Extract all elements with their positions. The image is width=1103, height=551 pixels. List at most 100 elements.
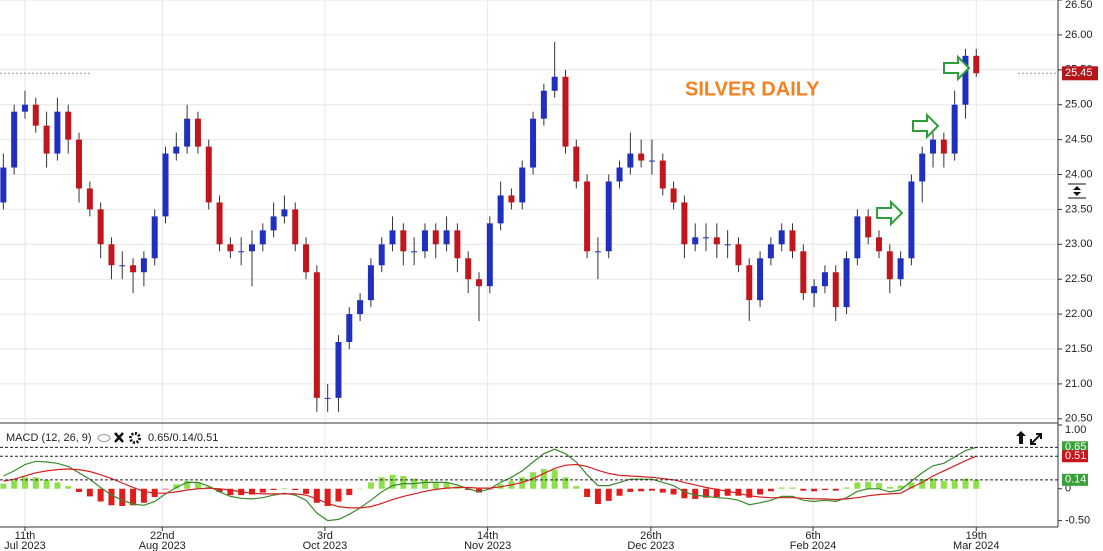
histogram-bar: [335, 488, 342, 502]
scroll-icon[interactable]: [1068, 183, 1086, 199]
histogram-bar: [940, 481, 947, 489]
histogram-bar: [551, 469, 558, 489]
histogram-bar: [281, 488, 288, 489]
candle-body: [670, 188, 677, 203]
macd-legend: MACD (12, 26, 9): [6, 432, 92, 444]
histogram-bar: [303, 488, 310, 494]
candle-body: [21, 104, 28, 112]
candle-body: [465, 258, 472, 280]
candle-body: [432, 230, 439, 245]
candle-body: [238, 251, 245, 253]
eye-icon[interactable]: [97, 434, 111, 442]
candle-body: [205, 146, 212, 203]
histogram-bar: [357, 488, 364, 490]
candle-body: [411, 251, 418, 253]
histogram-bar: [292, 488, 299, 491]
histogram-bar: [670, 488, 677, 495]
histogram-bar: [821, 488, 828, 491]
y-tick-label: 21.00: [1065, 378, 1093, 390]
candle-body: [11, 111, 18, 168]
candle-body: [313, 272, 320, 398]
histogram-bar: [659, 488, 666, 493]
candle-body: [378, 244, 385, 266]
histogram-bar: [389, 474, 396, 489]
marks: [0, 41, 980, 522]
histogram-bar: [681, 488, 688, 499]
y-tick-label: 22.50: [1065, 273, 1093, 285]
x-tick-sublabel: Nov 2023: [464, 540, 511, 551]
candle-body: [248, 244, 255, 252]
x-tick-label: 14th: [477, 530, 498, 542]
histogram-bar: [897, 485, 904, 489]
candle-body: [800, 251, 807, 294]
value-badge: [1062, 450, 1088, 463]
candle-body: [757, 258, 764, 301]
candle-body: [443, 230, 450, 245]
candle-body: [508, 195, 515, 203]
histogram-bar: [724, 488, 731, 496]
signal-line: [3, 455, 977, 509]
histogram-bar: [605, 488, 612, 501]
candle-body: [681, 202, 688, 245]
histogram-bar: [757, 488, 764, 495]
candle-body: [778, 230, 785, 245]
histogram-bar: [324, 488, 331, 506]
close-icon[interactable]: [114, 432, 124, 443]
histogram-bar: [746, 488, 753, 498]
histogram-bar: [108, 488, 115, 506]
candle-body: [130, 265, 137, 273]
x-tick-label: 22nd: [150, 530, 174, 542]
y-tick-label: 20.50: [1065, 413, 1093, 425]
candle-body: [0, 167, 7, 203]
candle-body: [821, 272, 828, 287]
histogram-bar: [562, 477, 569, 489]
x-tick-label: 3rd: [317, 530, 333, 542]
histogram-bar: [86, 488, 93, 497]
move-up-icon[interactable]: [1016, 431, 1026, 444]
histogram-bar: [692, 488, 699, 499]
arrow: [876, 199, 904, 227]
histogram-bar: [140, 488, 147, 503]
candle-body: [97, 209, 104, 245]
histogram-bar: [627, 488, 634, 492]
histogram-bar: [519, 477, 526, 489]
histogram-bar: [962, 478, 969, 489]
candle-body: [76, 139, 83, 189]
y-tick-label: 24.00: [1065, 168, 1093, 180]
y-tick-label: 1.00: [1065, 424, 1086, 436]
candle-body: [908, 181, 915, 259]
candle-body: [194, 118, 201, 147]
candle-body: [454, 230, 461, 259]
candle-body: [746, 265, 753, 301]
value-badge-label: 0.14: [1065, 474, 1086, 486]
settings-icon[interactable]: [129, 432, 141, 444]
histogram-bar: [248, 488, 255, 495]
legend-icons: [97, 432, 141, 444]
candle-body: [151, 216, 158, 259]
candle-body: [530, 118, 537, 168]
candle-body: [346, 314, 353, 343]
candle-body: [573, 146, 580, 182]
histogram-bar: [346, 488, 353, 496]
candle-body: [897, 258, 904, 280]
histogram-bar: [367, 482, 374, 489]
histogram-bar: [119, 488, 126, 506]
y-tick-label: 23.50: [1065, 203, 1093, 215]
histogram-bar: [540, 468, 547, 489]
maximize-icon[interactable]: [1030, 433, 1042, 445]
histogram-bar: [173, 484, 180, 489]
histogram-bar: [865, 481, 872, 489]
histogram-bar: [789, 487, 796, 489]
histogram-bar: [875, 483, 882, 489]
histogram-bar: [594, 488, 601, 505]
grid: [0, 0, 1058, 527]
candle-body: [43, 125, 50, 154]
candle-body: [497, 195, 504, 224]
candle-body: [389, 230, 396, 245]
macd-readout: 0.65/0.14/0.51: [148, 432, 218, 444]
histogram-bar: [735, 488, 742, 496]
histogram-bar: [32, 477, 39, 489]
value-badge-label: 0.65: [1065, 441, 1086, 453]
histogram-bar: [930, 478, 937, 489]
